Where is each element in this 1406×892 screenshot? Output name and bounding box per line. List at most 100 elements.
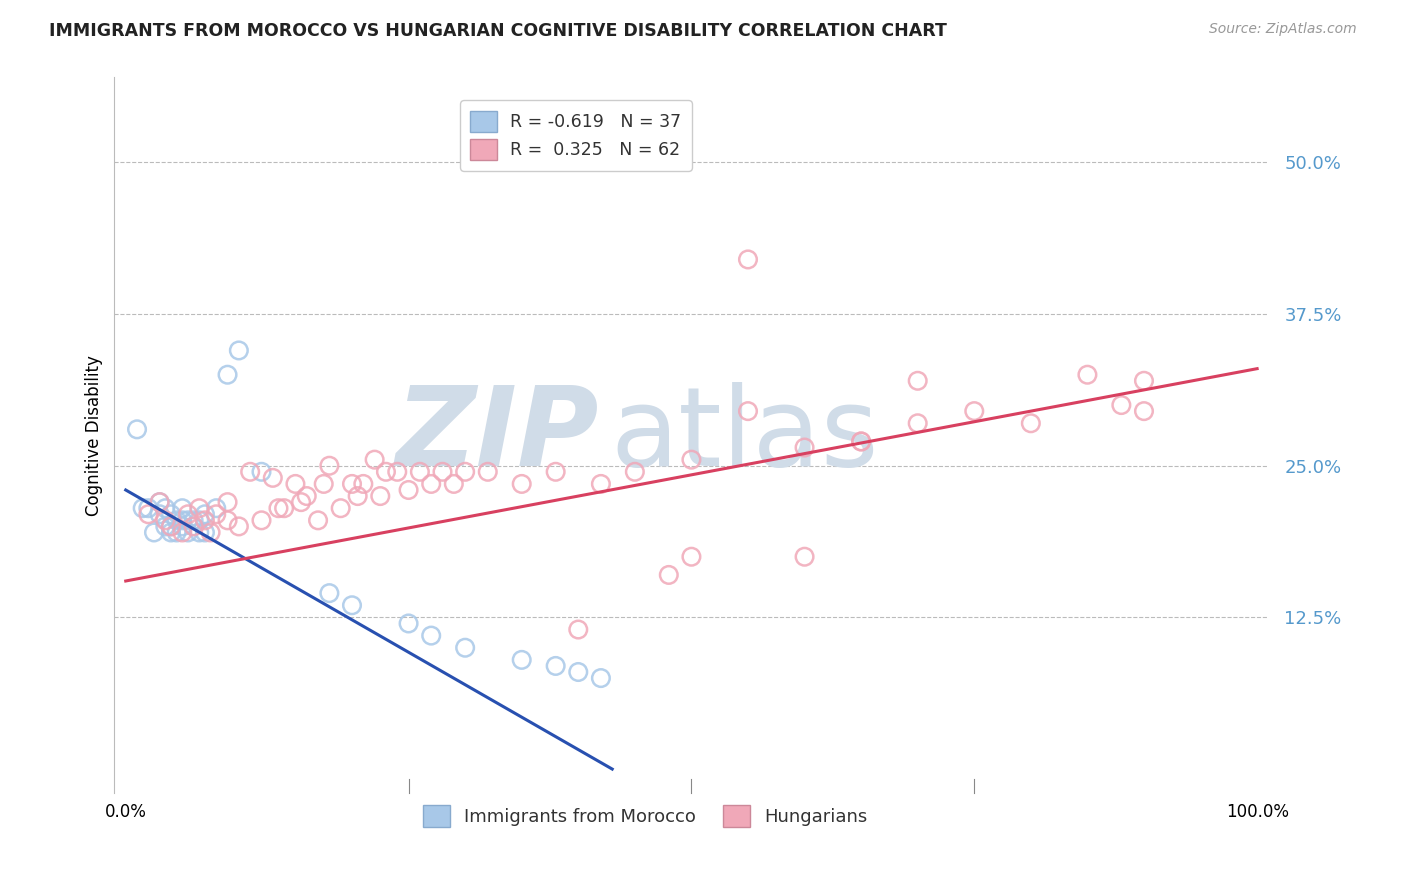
Point (454, 640, 477, 655)
Point (149, 508, 172, 522)
Point (143, 525, 166, 540)
Text: IMMIGRANTS FROM MOROCCO VS HUNGARIAN COGNITIVE DISABILITY CORRELATION CHART: IMMIGRANTS FROM MOROCCO VS HUNGARIAN COG… (49, 22, 948, 40)
Point (183, 519, 205, 533)
Point (793, 441, 815, 455)
Point (1019, 417, 1042, 431)
Point (907, 374, 929, 388)
Point (1133, 374, 1156, 388)
Point (183, 519, 205, 533)
Point (160, 525, 183, 540)
Point (375, 465, 398, 479)
Point (160, 519, 183, 533)
Point (138, 501, 160, 516)
Point (125, 422, 148, 436)
Point (420, 629, 443, 643)
Point (307, 513, 329, 527)
Point (228, 519, 250, 533)
Point (681, 549, 703, 564)
Legend: Immigrants from Morocco, Hungarians: Immigrants from Morocco, Hungarians (415, 798, 875, 834)
Point (172, 519, 194, 533)
Point (624, 465, 647, 479)
Point (160, 519, 183, 533)
Point (217, 513, 239, 527)
Point (387, 465, 409, 479)
Point (155, 513, 177, 527)
Point (183, 513, 205, 527)
Point (138, 508, 160, 522)
Text: atlas: atlas (610, 382, 879, 489)
Point (510, 653, 533, 667)
Point (228, 343, 250, 358)
Point (172, 501, 194, 516)
Point (454, 465, 477, 479)
Point (205, 501, 228, 516)
Point (149, 495, 172, 509)
Point (1133, 404, 1156, 418)
Point (205, 508, 228, 522)
Point (318, 586, 340, 600)
Point (346, 489, 368, 503)
Point (849, 434, 872, 449)
Point (166, 513, 188, 527)
Point (363, 452, 385, 467)
Point (188, 513, 211, 527)
Point (432, 465, 454, 479)
Point (295, 489, 318, 503)
Point (737, 404, 759, 418)
Point (849, 434, 872, 449)
Point (239, 465, 262, 479)
Point (329, 501, 352, 516)
Point (398, 616, 420, 631)
Point (250, 465, 273, 479)
Point (420, 477, 443, 491)
Point (368, 489, 391, 503)
Point (172, 525, 194, 540)
Point (172, 513, 194, 527)
Point (318, 458, 340, 473)
Point (188, 501, 211, 516)
Point (177, 508, 200, 522)
Point (567, 665, 589, 679)
Point (273, 501, 295, 516)
Point (1111, 398, 1133, 412)
Point (312, 477, 335, 491)
Point (160, 508, 183, 522)
Point (443, 477, 465, 491)
Point (567, 623, 589, 637)
Point (290, 495, 312, 509)
Point (194, 513, 217, 527)
Point (217, 495, 239, 509)
Point (477, 465, 499, 479)
Point (194, 508, 217, 522)
Point (589, 477, 612, 491)
Point (155, 519, 177, 533)
Point (131, 501, 153, 516)
Point (340, 477, 363, 491)
Point (166, 525, 188, 540)
Point (217, 368, 239, 382)
Point (681, 452, 703, 467)
Text: Source: ZipAtlas.com: Source: ZipAtlas.com (1209, 22, 1357, 37)
Point (544, 465, 567, 479)
Point (262, 471, 284, 485)
Point (155, 501, 177, 516)
Point (737, 252, 759, 267)
Point (200, 525, 222, 540)
Point (544, 659, 567, 673)
Point (177, 513, 200, 527)
Point (1076, 368, 1098, 382)
Text: ZIP: ZIP (395, 382, 599, 489)
Point (352, 477, 374, 491)
Point (177, 525, 200, 540)
Point (194, 525, 217, 540)
Point (340, 599, 363, 613)
Point (284, 477, 307, 491)
Point (589, 671, 612, 685)
Point (907, 417, 929, 431)
Point (658, 568, 681, 582)
Point (398, 483, 420, 497)
Point (188, 525, 211, 540)
Point (793, 549, 815, 564)
Point (250, 513, 273, 527)
Point (510, 477, 533, 491)
